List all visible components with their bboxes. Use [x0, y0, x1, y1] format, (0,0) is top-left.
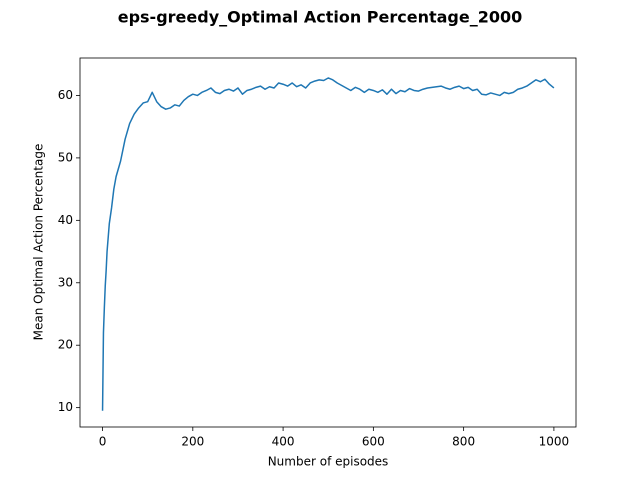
- x-tick-label: 800: [452, 435, 475, 449]
- x-axis-label: Number of episodes: [268, 455, 389, 469]
- y-tick-label: 30: [58, 275, 73, 289]
- y-tick-label: 10: [58, 400, 73, 414]
- chart-title: eps-greedy_Optimal Action Percentage_200…: [118, 8, 523, 27]
- data-line: [101, 77, 555, 411]
- plot-frame: [79, 57, 577, 428]
- y-tick-label: 20: [58, 338, 73, 352]
- y-axis-label: Mean Optimal Action Percentage: [32, 144, 46, 341]
- x-tick-label: 400: [272, 435, 295, 449]
- x-tick-label: 0: [99, 435, 107, 449]
- x-tick-label: 200: [181, 435, 204, 449]
- y-tick-label: 50: [58, 150, 73, 164]
- x-tick-label: 600: [362, 435, 385, 449]
- x-tick-label: 1000: [539, 435, 570, 449]
- y-tick-label: 60: [58, 88, 73, 102]
- y-tick-label: 40: [58, 213, 73, 227]
